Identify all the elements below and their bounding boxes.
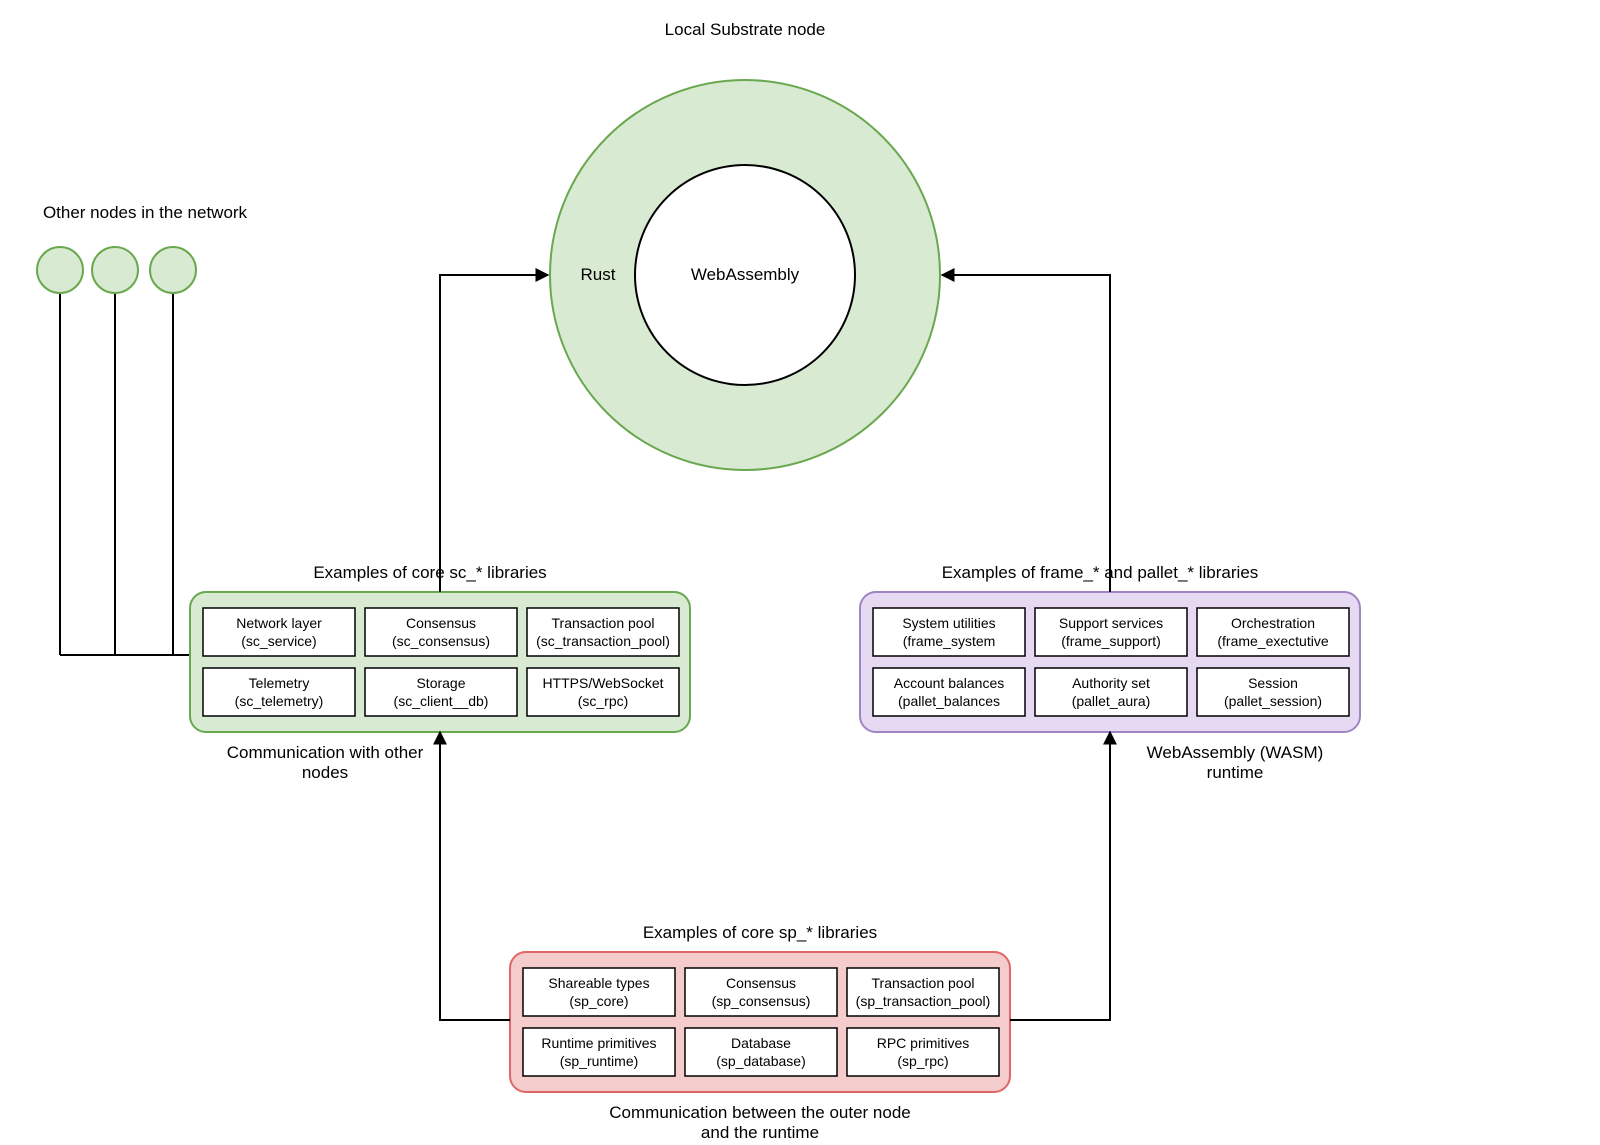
sc-card-0-l2: (sc_service) bbox=[241, 633, 316, 649]
other-node-circle-0 bbox=[37, 247, 83, 293]
sp-card-4-l1: Database bbox=[731, 1035, 791, 1051]
architecture-diagram: Other nodes in the network Local Substrat… bbox=[0, 0, 1600, 1145]
frame-card-1-l2: (frame_support) bbox=[1061, 633, 1161, 649]
frame-subtitle-2: runtime bbox=[1207, 763, 1264, 782]
sp-title: Examples of core sp_* libraries bbox=[643, 923, 877, 942]
frame-subtitle-1: WebAssembly (WASM) bbox=[1147, 743, 1324, 762]
sp-card-1-l2: (sp_consensus) bbox=[712, 993, 811, 1009]
sp-card-0-l2: (sp_core) bbox=[569, 993, 628, 1009]
frame-card-2-l2: (frame_exectutive bbox=[1217, 633, 1328, 649]
sc-card-4-l1: Storage bbox=[416, 675, 465, 691]
sc-card-3-l1: Telemetry bbox=[249, 675, 310, 691]
frame-card-2-l1: Orchestration bbox=[1231, 615, 1315, 631]
sp-card-2-l2: (sp_transaction_pool) bbox=[856, 993, 991, 1009]
sp-card-5-l2: (sp_rpc) bbox=[897, 1053, 948, 1069]
frame-title: Examples of frame_* and pallet_* librari… bbox=[942, 563, 1259, 582]
sc-subtitle-1: Communication with other bbox=[227, 743, 424, 762]
other-nodes-title: Other nodes in the network bbox=[43, 203, 248, 222]
sp-card-0-l1: Shareable types bbox=[548, 975, 649, 991]
frame-card-0-l1: System utilities bbox=[902, 615, 995, 631]
sc-title: Examples of core sc_* libraries bbox=[313, 563, 546, 582]
sc-card-2-l2: (sc_transaction_pool) bbox=[536, 633, 670, 649]
frame-card-0-l2: (frame_system bbox=[903, 633, 996, 649]
sc-card-5-l1: HTTPS/WebSocket bbox=[542, 675, 663, 691]
sc-card-1-l2: (sc_consensus) bbox=[392, 633, 490, 649]
other-node-circle-1 bbox=[92, 247, 138, 293]
frame-card-4-l2: (pallet_aura) bbox=[1072, 693, 1151, 709]
frame-card-3-l2: (pallet_balances bbox=[898, 693, 1000, 709]
sp-card-3-l2: (sp_runtime) bbox=[560, 1053, 639, 1069]
frame-card-5-l1: Session bbox=[1248, 675, 1298, 691]
sc-card-0-l1: Network layer bbox=[236, 615, 322, 631]
sc-card-3-l2: (sc_telemetry) bbox=[235, 693, 324, 709]
sc-card-5-l2: (sc_rpc) bbox=[578, 693, 629, 709]
frame-card-3-l1: Account balances bbox=[894, 675, 1005, 691]
arrow-sp-to-sc bbox=[440, 732, 510, 1020]
sp-card-1-l1: Consensus bbox=[726, 975, 796, 991]
sc-card-4-l2: (sc_client__db) bbox=[394, 693, 489, 709]
sp-subtitle-1: Communication between the outer node bbox=[609, 1103, 910, 1122]
sc-subtitle-2: nodes bbox=[302, 763, 348, 782]
arrow-sp-to-frame bbox=[1010, 732, 1110, 1020]
sp-card-2-l1: Transaction pool bbox=[872, 975, 975, 991]
ring-title: Local Substrate node bbox=[665, 20, 826, 39]
sc-card-1-l1: Consensus bbox=[406, 615, 476, 631]
ring-rust-label: Rust bbox=[581, 265, 616, 284]
frame-card-4-l1: Authority set bbox=[1072, 675, 1150, 691]
arrow-sc-to-ring bbox=[440, 275, 548, 592]
sp-card-5-l1: RPC primitives bbox=[877, 1035, 970, 1051]
frame-card-1-l1: Support services bbox=[1059, 615, 1163, 631]
arrow-frame-to-ring bbox=[942, 275, 1110, 592]
frame-card-5-l2: (pallet_session) bbox=[1224, 693, 1322, 709]
sp-subtitle-2: and the runtime bbox=[701, 1123, 819, 1142]
other-node-circle-2 bbox=[150, 247, 196, 293]
ring-wasm-label: WebAssembly bbox=[691, 265, 800, 284]
sp-card-3-l1: Runtime primitives bbox=[541, 1035, 656, 1051]
sp-card-4-l2: (sp_database) bbox=[716, 1053, 806, 1069]
sc-card-2-l1: Transaction pool bbox=[552, 615, 655, 631]
